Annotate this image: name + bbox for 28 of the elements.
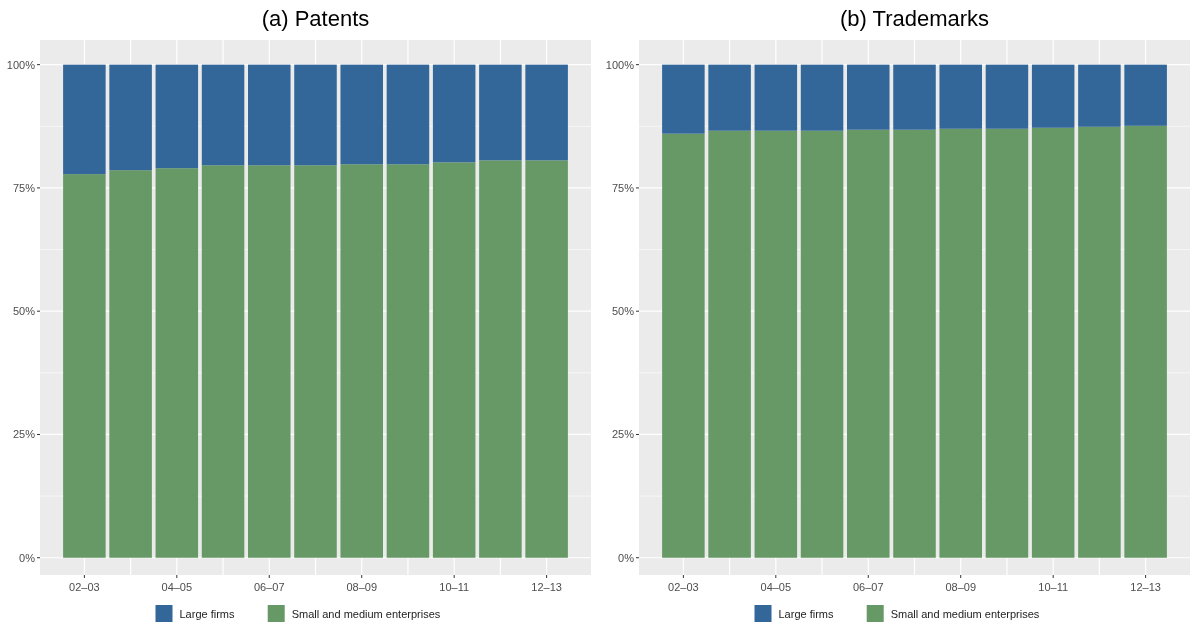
y-tick-label: 0% — [618, 551, 635, 564]
y-tick-label: 100% — [6, 58, 36, 71]
y-tick-label: 0% — [19, 551, 36, 564]
x-tick-label: 08–09 — [945, 581, 977, 593]
y-tick-label: 25% — [12, 428, 36, 441]
legend-label: Small and medium enterprises — [890, 607, 1040, 620]
y-tick-label: 50% — [611, 305, 635, 318]
x-tick-label: 12–13 — [1130, 581, 1161, 593]
legend-label: Large firms — [179, 607, 236, 620]
x-tick-label: 12–13 — [531, 581, 562, 593]
y-tick-label: 100% — [605, 58, 635, 71]
y-tick-label: 75% — [12, 181, 36, 194]
x-tick-label: 04–05 — [161, 581, 193, 593]
x-tick-label: 06–07 — [852, 581, 884, 593]
legend-label: Small and medium enterprises — [291, 607, 441, 620]
y-tick-label: 75% — [611, 181, 635, 194]
chart-title: (a) Patents — [261, 6, 370, 31]
x-tick-label: 02–03 — [69, 581, 100, 593]
chart-title: (b) Trademarks — [839, 6, 990, 31]
x-tick-label: 06–07 — [253, 581, 285, 593]
y-tick-label: 25% — [611, 428, 635, 441]
legend-label: Large firms — [778, 607, 835, 620]
x-tick-label: 08–09 — [346, 581, 378, 593]
y-tick-label: 50% — [12, 305, 36, 318]
x-tick-label: 04–05 — [760, 581, 792, 593]
x-tick-label: 10–11 — [1038, 581, 1069, 593]
x-tick-label: 10–11 — [439, 581, 470, 593]
x-tick-label: 02–03 — [668, 581, 699, 593]
